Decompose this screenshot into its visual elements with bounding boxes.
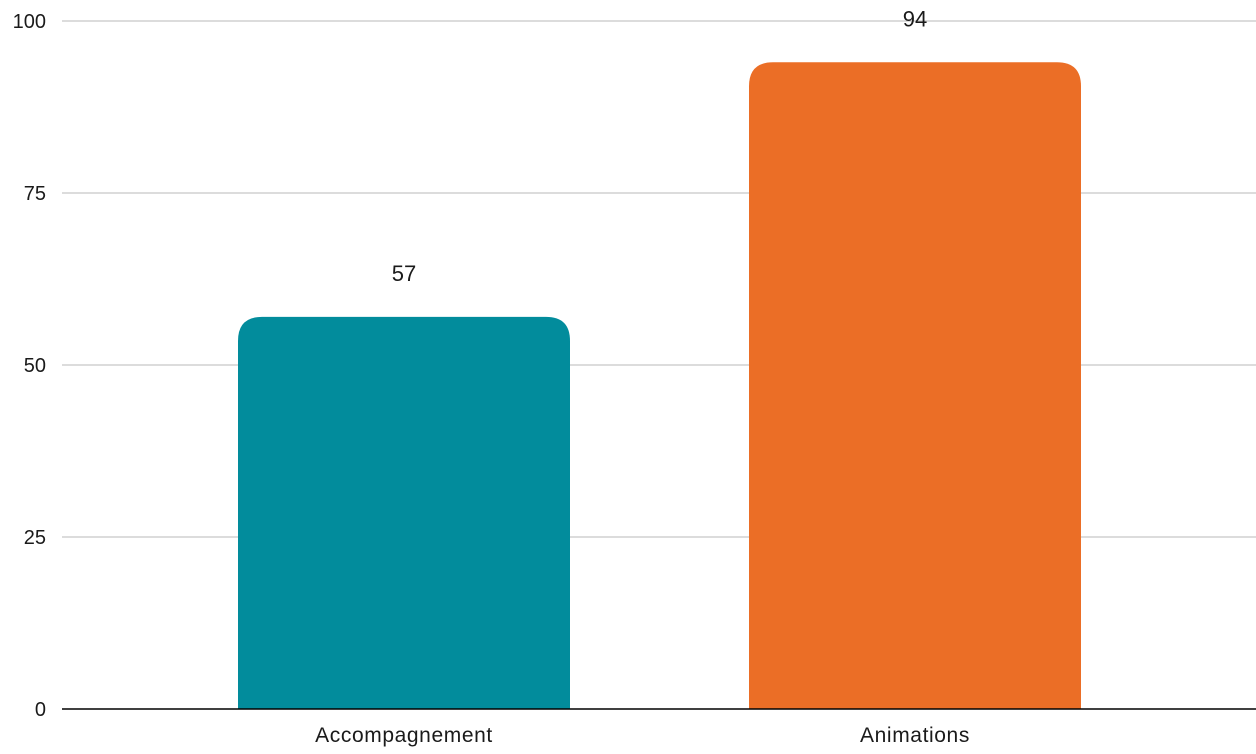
x-category-label: Accompagnement <box>315 724 493 747</box>
bars <box>238 62 1081 709</box>
y-tick-label: 0 <box>35 699 46 721</box>
y-tick-label: 75 <box>24 183 46 205</box>
x-axis-categories: Accompagnement Animations <box>315 724 970 747</box>
y-tick-label: 100 <box>13 11 46 33</box>
data-label: 57 <box>392 261 416 286</box>
data-label: 94 <box>903 6 927 31</box>
bar-accompagnement <box>238 316 570 709</box>
y-tick-label: 50 <box>24 355 46 377</box>
bar-animations <box>749 62 1081 709</box>
data-labels: 57 94 <box>392 6 927 286</box>
x-category-label: Animations <box>860 724 970 747</box>
y-tick-label: 25 <box>24 527 46 549</box>
y-axis-ticks: 0 25 50 75 100 <box>13 11 46 721</box>
